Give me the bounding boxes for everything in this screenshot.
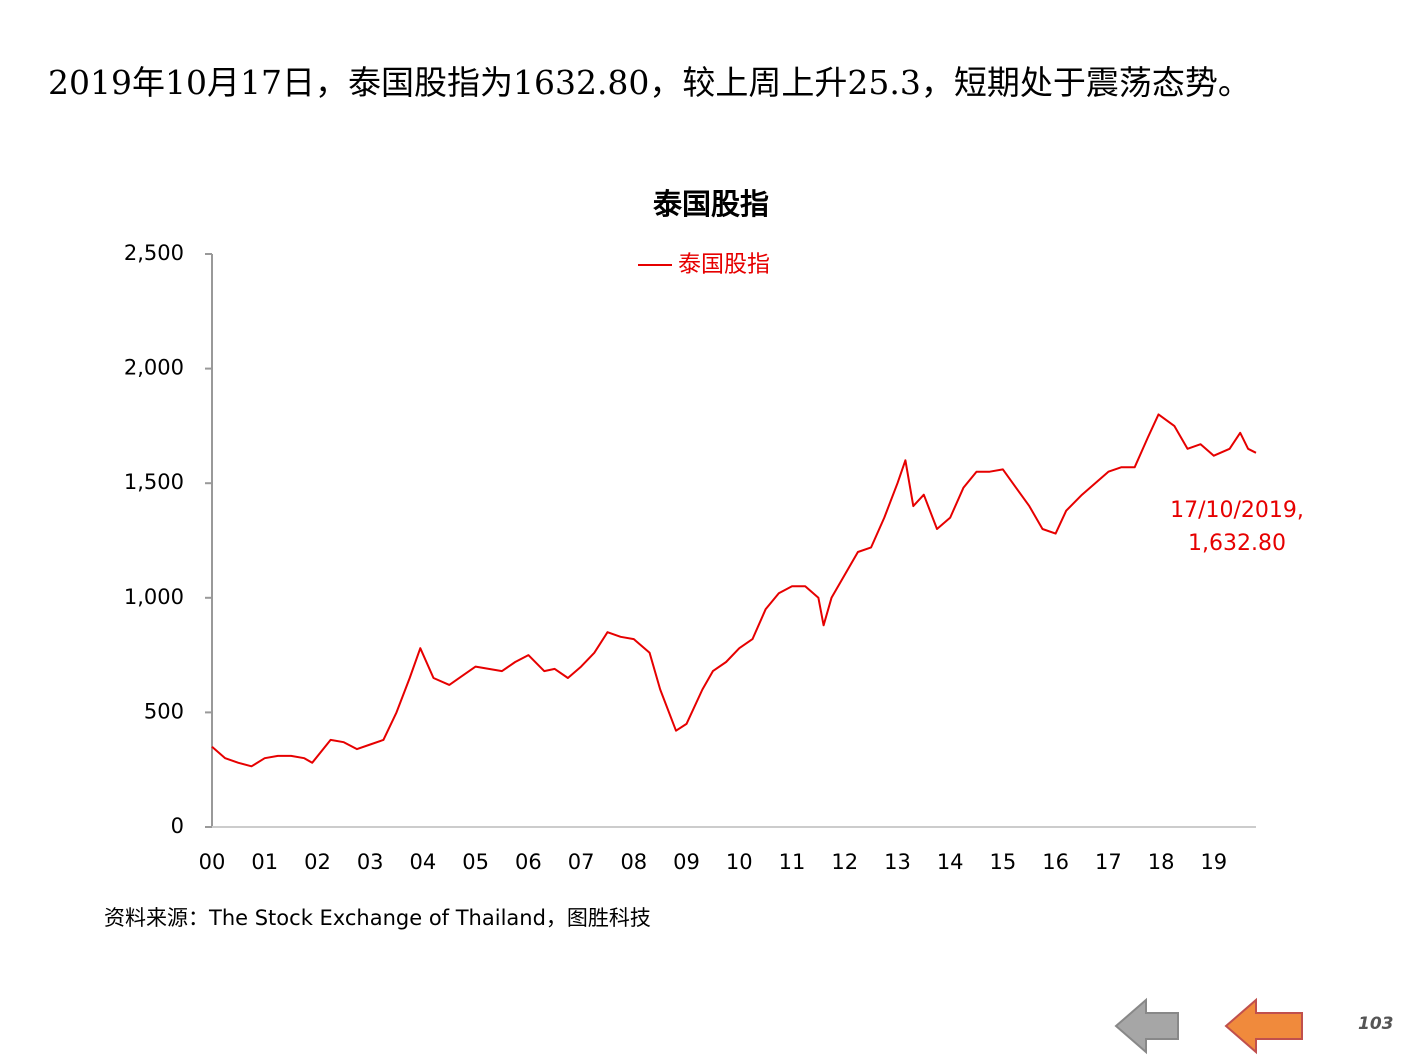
x-tick-label: 11: [779, 850, 806, 874]
x-tick-label: 16: [1042, 850, 1069, 874]
y-tick-label: 0: [171, 814, 184, 838]
x-tick-label: 07: [568, 850, 595, 874]
x-tick-label: 01: [251, 850, 278, 874]
x-tick-label: 03: [357, 850, 384, 874]
x-tick-label: 05: [462, 850, 489, 874]
x-tick-label: 09: [673, 850, 700, 874]
x-tick-label: 10: [726, 850, 753, 874]
y-tick-label: 2,000: [124, 356, 184, 380]
x-tick-label: 14: [937, 850, 964, 874]
x-tick-label: 18: [1148, 850, 1175, 874]
legend-label: 泰国股指: [678, 252, 770, 278]
x-tick-label: 17: [1095, 850, 1122, 874]
heading: 2019年10月17日，泰国股指为1632.80，较上周上升25.3，短期处于震…: [48, 63, 1251, 102]
y-tick-label: 1,500: [124, 470, 184, 494]
source-note: 资料来源：The Stock Exchange of Thailand，图胜科技: [104, 906, 651, 930]
x-tick-label: 15: [990, 850, 1017, 874]
x-tick-label: 12: [831, 850, 858, 874]
x-tick-label: 04: [410, 850, 437, 874]
nav-return[interactable]: [1224, 997, 1303, 1055]
x-tick-label: 00: [199, 850, 226, 874]
x-tick-label: 02: [304, 850, 331, 874]
annotation: 1,632.80: [1188, 531, 1286, 556]
x-tick-label: 08: [620, 850, 647, 874]
x-tick-label: 06: [515, 850, 542, 874]
y-tick-label: 2,500: [124, 241, 184, 265]
x-tick-label: 19: [1200, 850, 1227, 874]
annotation: 17/10/2019,: [1170, 498, 1304, 523]
series-line: [211, 413, 1257, 768]
page-number: 103: [1358, 1014, 1394, 1034]
x-tick-label: 13: [884, 850, 911, 874]
y-tick-label: 1,000: [124, 585, 184, 609]
chart-title: 泰国股指: [653, 187, 769, 221]
y-tick-label: 500: [144, 699, 184, 723]
nav-back[interactable]: [1114, 997, 1179, 1055]
